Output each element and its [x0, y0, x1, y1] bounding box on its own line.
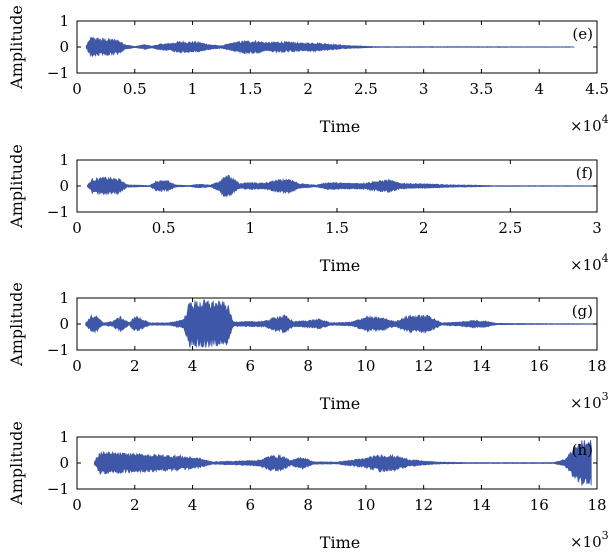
panel-label: (g)	[572, 302, 593, 320]
y-tick-label: 1	[59, 289, 69, 307]
x-multiplier-exponent: 4	[602, 113, 609, 126]
x-tick-label: 6	[246, 357, 256, 375]
x-tick-label: 18	[587, 496, 606, 514]
x-tick-label: 18	[587, 357, 606, 375]
x-tick-label: 2	[419, 219, 429, 237]
x-tick-label: 8	[303, 357, 313, 375]
x-multiplier: ×104	[570, 113, 609, 135]
x-tick-label: 10	[356, 357, 375, 375]
y-tick-label: −1	[47, 64, 69, 82]
x-tick-label: 12	[414, 496, 433, 514]
y-axis-title: Amplitude	[7, 144, 26, 229]
x-axis-title: Time	[320, 394, 360, 413]
x-multiplier-base: ×10	[570, 256, 602, 274]
x-tick-label: 2	[303, 80, 313, 98]
x-tick-label: 0	[72, 496, 82, 514]
panel-label: (h)	[572, 441, 593, 459]
x-tick-label: 1	[188, 80, 198, 98]
x-tick-label: 8	[303, 496, 313, 514]
panel-label: (e)	[572, 25, 593, 43]
y-tick-label: −1	[47, 203, 69, 221]
panel-e: 0 0.5 1 1.5 2 2.5 3 3.5 4 4.5−101(e)TimeAmplitude…	[7, 5, 609, 136]
x-tick-label: 4.5	[585, 80, 609, 98]
y-tick-label: −1	[47, 341, 69, 359]
x-tick-label: 3	[592, 219, 602, 237]
x-tick-label: 4	[534, 80, 544, 98]
x-multiplier: ×103	[570, 390, 609, 412]
x-tick-label: 0	[72, 219, 82, 237]
x-tick-label: 10	[356, 496, 375, 514]
y-tick-label: 0	[59, 315, 69, 333]
y-tick-label: 0	[59, 177, 69, 195]
x-tick-label: 0.5	[152, 219, 176, 237]
x-tick-label: 1.5	[325, 219, 349, 237]
x-tick-label: 1.5	[238, 80, 262, 98]
y-tick-label: 1	[59, 151, 69, 169]
panel-label: (f)	[576, 164, 593, 182]
y-tick-label: 0	[59, 454, 69, 472]
y-tick-label: 0	[59, 38, 69, 56]
x-axis-title: Time	[320, 117, 360, 136]
x-tick-label: 3.5	[470, 80, 494, 98]
x-tick-label: 2	[130, 357, 140, 375]
x-tick-label: 1	[246, 219, 256, 237]
x-tick-label: 14	[472, 357, 491, 375]
y-axis-title: Amplitude	[7, 421, 26, 506]
x-tick-label: 0	[72, 80, 82, 98]
x-tick-label: 2.5	[498, 219, 522, 237]
y-tick-label: 1	[59, 12, 69, 30]
x-tick-label: 6	[246, 496, 256, 514]
x-tick-label: 0.5	[123, 80, 147, 98]
x-multiplier-exponent: 4	[602, 252, 609, 265]
y-tick-label: −1	[47, 480, 69, 498]
x-tick-label: 4	[188, 357, 198, 375]
x-multiplier: ×103	[570, 529, 609, 551]
x-tick-label: 3	[419, 80, 429, 98]
x-multiplier-base: ×10	[570, 394, 602, 412]
x-multiplier-exponent: 3	[602, 390, 609, 403]
x-tick-label: 14	[472, 496, 491, 514]
x-axis-title: Time	[320, 533, 360, 552]
y-tick-label: 1	[59, 428, 69, 446]
x-tick-label: 2.5	[354, 80, 378, 98]
x-multiplier-exponent: 3	[602, 529, 609, 542]
x-axis-title: Time	[320, 256, 360, 275]
x-tick-label: 16	[530, 496, 549, 514]
x-tick-label: 16	[530, 357, 549, 375]
y-axis-title: Amplitude	[7, 5, 26, 90]
x-multiplier-base: ×10	[570, 117, 602, 135]
x-tick-label: 12	[414, 357, 433, 375]
x-tick-label: 0	[72, 357, 82, 375]
x-tick-label: 2	[130, 496, 140, 514]
x-tick-label: 4	[188, 496, 198, 514]
y-axis-title: Amplitude	[7, 282, 26, 367]
x-multiplier: ×104	[570, 252, 609, 274]
x-multiplier-base: ×10	[570, 533, 602, 551]
